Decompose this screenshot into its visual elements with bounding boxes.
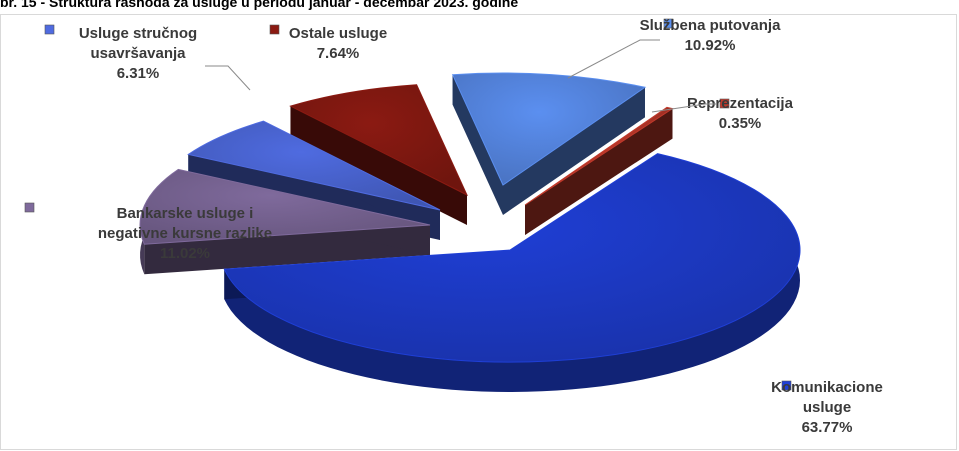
leader-line-sluzbena: [567, 39, 660, 79]
leader-line-reprezentacija: [651, 103, 716, 113]
slice-label-text: usavršavanja: [90, 45, 186, 62]
slice-value-label: 7.64%: [317, 45, 360, 62]
slice-label-bankarske: Bankarske usluge i negativne kursne razli…: [24, 202, 272, 262]
pie-slice-sluzbena: [451, 72, 647, 215]
legend-swatch-ostale: [269, 24, 280, 35]
slice-label-text: Bankarske usluge i: [117, 205, 254, 222]
slice-label-text: Reprezentacija: [687, 95, 794, 112]
slice-label-text: negativne kursne razlike: [98, 225, 272, 242]
slice-value-label: 6.31%: [117, 65, 160, 82]
slice-label-text: Službena putovanja: [640, 17, 782, 34]
pie-slice-bankarske: [139, 168, 431, 275]
slice-label-strucno: Usluge stručnog usavršavanja 6.31%: [44, 24, 251, 91]
legend-swatch-strucno: [44, 24, 55, 35]
leader-line-strucno: [205, 65, 251, 91]
chart-title: br. 15 - Struktura rashoda za usluge u p…: [0, 0, 519, 10]
slice-value-label: 63.77%: [802, 419, 853, 436]
slice-label-text: Usluge stručnog: [79, 25, 197, 42]
slice-label-sluzbena: Službena putovanja 10.92%: [567, 17, 782, 79]
legend-swatch-bankarske: [24, 202, 35, 213]
slice-value-label: 11.02%: [160, 245, 210, 262]
slice-label-text: Komunikacione: [771, 379, 883, 396]
pie-slice-ostale: [289, 84, 469, 225]
slice-label-komunikacione: Komunikacione usluge 63.77%: [771, 379, 883, 436]
pie-slice-reprezentacija: [524, 106, 674, 235]
slice-value-label: 0.35%: [719, 115, 762, 132]
slice-value-label: 10.92%: [685, 37, 736, 54]
slice-label-ostale: Ostale usluge 7.64%: [269, 24, 387, 62]
legend-swatch-sluzbena: [663, 18, 674, 29]
pie-slice-komunikacione: [223, 153, 801, 392]
legend-swatch-reprezentacija: [719, 98, 730, 109]
legend-swatch-komunikacione: [781, 380, 792, 391]
slice-label-text: usluge: [803, 399, 851, 416]
slice-label-text: Ostale usluge: [289, 25, 387, 42]
slice-label-reprezentacija: Reprezentacija 0.35%: [651, 95, 794, 132]
